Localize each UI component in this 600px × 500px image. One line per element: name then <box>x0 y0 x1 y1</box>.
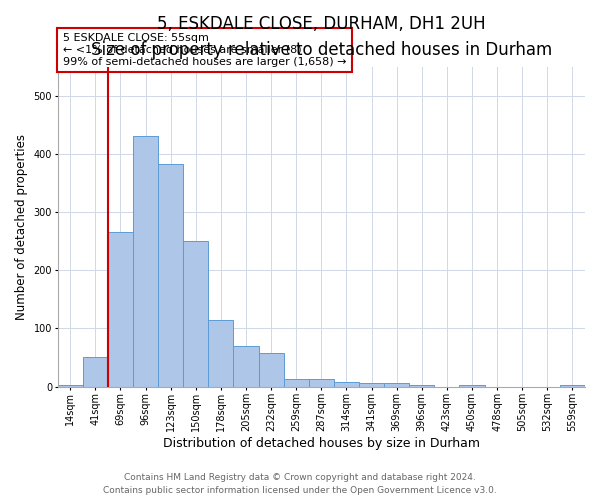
Bar <box>259 353 284 386</box>
Bar <box>384 383 409 386</box>
Bar <box>133 136 158 386</box>
Text: 5 ESKDALE CLOSE: 55sqm
← <1% of detached houses are smaller (8)
99% of semi-deta: 5 ESKDALE CLOSE: 55sqm ← <1% of detached… <box>63 34 346 66</box>
Y-axis label: Number of detached properties: Number of detached properties <box>15 134 28 320</box>
Bar <box>208 320 233 386</box>
X-axis label: Distribution of detached houses by size in Durham: Distribution of detached houses by size … <box>163 437 480 450</box>
Bar <box>284 379 309 386</box>
Bar <box>108 232 133 386</box>
Bar <box>158 164 183 386</box>
Title: 5, ESKDALE CLOSE, DURHAM, DH1 2UH
Size of property relative to detached houses i: 5, ESKDALE CLOSE, DURHAM, DH1 2UH Size o… <box>91 15 552 60</box>
Text: Contains HM Land Registry data © Crown copyright and database right 2024.
Contai: Contains HM Land Registry data © Crown c… <box>103 474 497 495</box>
Bar <box>83 358 108 386</box>
Bar <box>334 382 359 386</box>
Bar <box>309 379 334 386</box>
Bar <box>183 241 208 386</box>
Bar <box>233 346 259 387</box>
Bar <box>359 383 384 386</box>
Bar <box>409 385 434 386</box>
